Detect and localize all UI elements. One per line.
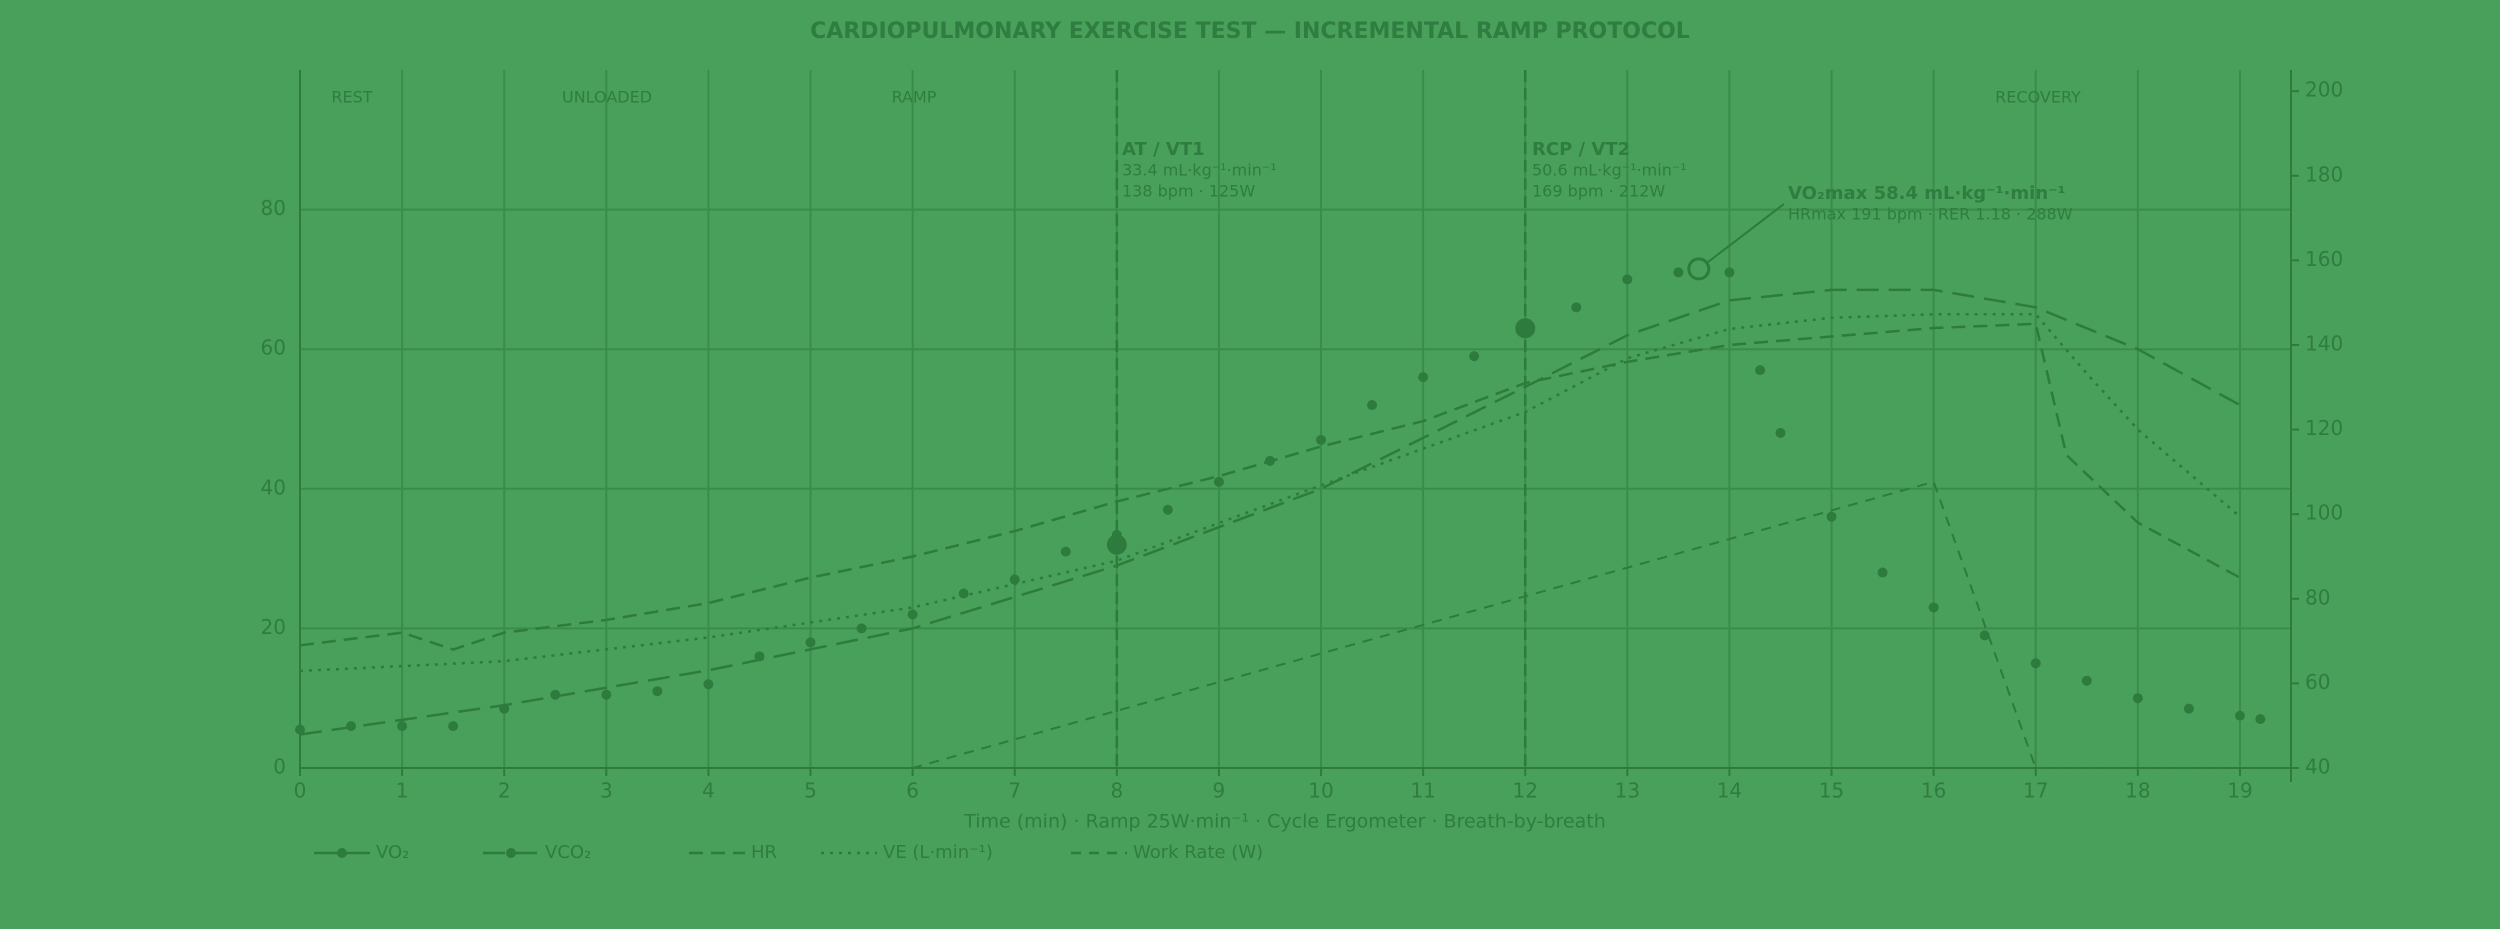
- series-line: [299, 322, 2241, 651]
- data-point: [1826, 511, 1837, 522]
- y2-tick-label: 60: [2305, 670, 2330, 694]
- data-point: [448, 721, 459, 732]
- legend-label: VCO₂: [545, 842, 591, 863]
- y-tick-label: 0: [273, 755, 286, 779]
- legend-marker: [506, 848, 516, 858]
- data-point: [1418, 372, 1429, 383]
- data-point: [1571, 302, 1582, 313]
- data-point: [2183, 703, 2194, 714]
- data-point: [295, 724, 305, 735]
- leader-line: [1706, 203, 1785, 264]
- x-tick-label: 5: [804, 779, 817, 803]
- data-point: [805, 637, 816, 648]
- data-point: [2132, 693, 2143, 704]
- series-line: [299, 288, 2241, 736]
- data-point: [2030, 658, 2041, 669]
- x-tick-label: 19: [2227, 779, 2252, 803]
- series-line: [299, 313, 2241, 673]
- data-point: [1673, 267, 1684, 278]
- threshold-marker: [1515, 318, 1536, 339]
- x-tick-label: 3: [600, 779, 613, 803]
- data-point: [601, 689, 612, 700]
- y2-tick-label: 180: [2305, 162, 2343, 186]
- data-point: [1316, 434, 1327, 445]
- x-tick-label: 11: [1410, 779, 1435, 803]
- x-axis-label: Time (min) · Ramp 25W·min⁻¹ · Cycle Ergo…: [963, 811, 1606, 833]
- data-point: [907, 609, 918, 620]
- phase-label: REST: [331, 88, 372, 107]
- data-point: [652, 686, 663, 697]
- legend-marker: [337, 848, 347, 858]
- data-point: [1979, 630, 1990, 641]
- data-point: [2081, 675, 2092, 686]
- y-tick-label: 80: [261, 196, 286, 220]
- annotation-line: 169 bpm · 212W: [1532, 182, 1665, 201]
- data-point: [1622, 274, 1633, 285]
- data-point: [1469, 351, 1480, 362]
- y2-tick-label: 40: [2305, 755, 2330, 779]
- peak-marker: [1687, 257, 1711, 281]
- y-tick-label: 60: [261, 336, 286, 360]
- x-tick-label: 6: [906, 779, 919, 803]
- data-point: [397, 721, 408, 732]
- data-point: [1755, 365, 1766, 376]
- x-tick-label: 8: [1110, 779, 1123, 803]
- x-tick-label: 2: [498, 779, 511, 803]
- phase-label: RAMP: [892, 88, 937, 107]
- annotation-line: 33.4 mL·kg⁻¹·min⁻¹: [1122, 161, 1277, 180]
- annotation-line: 50.6 mL·kg⁻¹·min⁻¹: [1532, 161, 1687, 180]
- legend-label: VO₂: [376, 842, 409, 863]
- x-tick-label: 12: [1513, 779, 1538, 803]
- x-tick-label: 7: [1008, 779, 1021, 803]
- annotation-title: RCP / VT2: [1532, 139, 1630, 160]
- y-tick-label: 20: [261, 615, 286, 639]
- x-tick-label: 14: [1717, 779, 1742, 803]
- y-tick-label: 40: [261, 475, 286, 499]
- phase-label: UNLOADED: [562, 88, 652, 107]
- data-point: [1775, 427, 1786, 438]
- data-point: [1009, 574, 1020, 585]
- data-point: [1877, 567, 1888, 578]
- x-tick-label: 0: [294, 779, 307, 803]
- legend-label: Work Rate (W): [1133, 842, 1263, 863]
- annotation-title: VO₂max 58.4 mL·kg⁻¹·min⁻¹: [1788, 183, 2066, 204]
- x-tick-label: 13: [1615, 779, 1640, 803]
- data-point: [703, 679, 714, 690]
- legend-label: VE (L·min⁻¹): [883, 842, 993, 863]
- data-point: [2234, 710, 2245, 721]
- data-point: [2255, 714, 2266, 725]
- x-tick-label: 15: [1819, 779, 1844, 803]
- threshold-marker: [1106, 534, 1127, 555]
- x-tick-label: 10: [1308, 779, 1333, 803]
- y2-tick-label: 160: [2305, 247, 2343, 271]
- data-point: [1060, 546, 1071, 557]
- y2-tick-label: 80: [2305, 585, 2330, 609]
- y2-tick-label: 140: [2305, 331, 2343, 355]
- annotation-line: 138 bpm · 125W: [1122, 182, 1255, 201]
- annotation-title: AT / VT1: [1122, 139, 1205, 160]
- phase-label: RECOVERY: [1995, 88, 2081, 107]
- data-point: [1724, 267, 1735, 278]
- y2-tick-label: 120: [2305, 416, 2343, 440]
- x-tick-label: 18: [2125, 779, 2150, 803]
- x-tick-label: 16: [1921, 779, 1946, 803]
- chart-title: CARDIOPULMONARY EXERCISE TEST — INCREMEN…: [810, 19, 1690, 44]
- y2-tick-label: 100: [2305, 501, 2343, 525]
- x-tick-label: 1: [396, 779, 409, 803]
- x-tick-label: 4: [702, 779, 715, 803]
- data-point: [1367, 400, 1378, 411]
- annotation-line: HRmax 191 bpm · RER 1.18 · 288W: [1788, 205, 2073, 224]
- legend-label: HR: [751, 842, 777, 863]
- data-point: [1162, 504, 1173, 515]
- y2-tick-label: 200: [2305, 78, 2343, 102]
- x-tick-label: 17: [2023, 779, 2048, 803]
- x-tick-label: 9: [1213, 779, 1226, 803]
- data-point: [1213, 476, 1224, 487]
- data-point: [856, 623, 867, 634]
- data-point: [1928, 602, 1939, 613]
